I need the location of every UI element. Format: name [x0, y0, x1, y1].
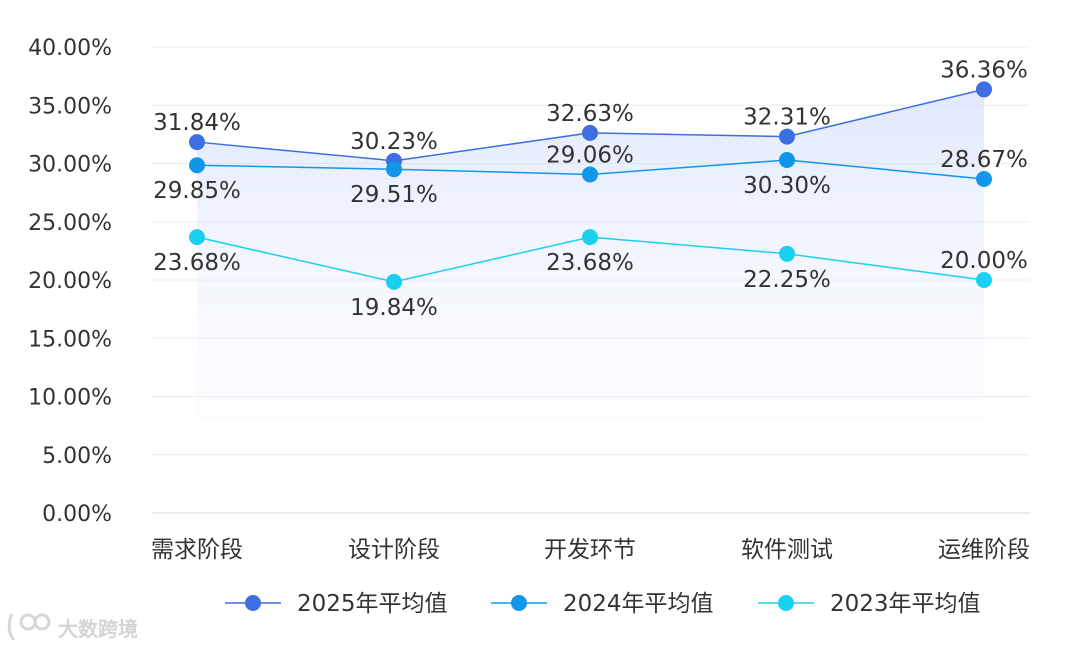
- data-label: 32.63%: [546, 101, 634, 127]
- y-tick-label: 20.00%: [28, 269, 112, 294]
- legend-label: 2024年平均值: [563, 591, 714, 617]
- y-tick-label: 15.00%: [28, 327, 112, 352]
- y-tick-label: 30.00%: [28, 153, 112, 178]
- axis-layer: 0.00% 5.00% 10.00% 15.00% 20.00% 25.00% 30.00%…: [28, 36, 1030, 563]
- data-label: 29.06%: [546, 142, 634, 168]
- data-label: 20.00%: [940, 248, 1028, 274]
- data-point[interactable]: [189, 229, 205, 246]
- y-tick-label: 0.00%: [42, 502, 112, 527]
- data-label: 23.68%: [546, 250, 634, 276]
- y-tick-label: 25.00%: [28, 211, 112, 236]
- data-point[interactable]: [582, 166, 598, 183]
- data-label: 29.51%: [350, 182, 438, 208]
- series-1: [189, 81, 992, 169]
- series-3: [189, 229, 992, 290]
- x-tick-label: 软件测试: [741, 537, 833, 563]
- data-label: 36.36%: [940, 57, 1028, 83]
- x-tick-label: 运维阶段: [938, 537, 1030, 563]
- y-tick-label: 10.00%: [28, 386, 112, 411]
- data-point[interactable]: [582, 124, 598, 141]
- y-tick-label: 40.00%: [28, 36, 112, 61]
- legend-item[interactable]: 2025年平均值: [225, 591, 448, 617]
- series-layer: [189, 81, 992, 290]
- x-tick-label: 开发环节: [544, 537, 636, 563]
- data-label: 32.31%: [743, 105, 831, 131]
- data-label: 28.67%: [940, 147, 1028, 173]
- data-point[interactable]: [779, 152, 795, 169]
- data-label: 29.85%: [153, 178, 241, 204]
- legend-label: 2025年平均值: [297, 591, 448, 617]
- data-point[interactable]: [386, 161, 402, 178]
- legend-item[interactable]: 2024年平均值: [491, 591, 714, 617]
- y-tick-label: 5.00%: [42, 444, 112, 469]
- data-label: 31.84%: [153, 110, 241, 136]
- watermark-logo-icon: [7, 613, 51, 642]
- x-tick-label: 设计阶段: [348, 537, 440, 563]
- watermark: 大数跨境: [7, 613, 138, 642]
- legend-item[interactable]: 2023年平均值: [758, 591, 981, 617]
- data-point[interactable]: [976, 272, 992, 288]
- data-label: 19.84%: [350, 295, 438, 321]
- legend-label: 2023年平均值: [830, 591, 981, 617]
- data-point[interactable]: [582, 229, 598, 246]
- watermark-text: 大数跨境: [58, 617, 138, 641]
- data-point[interactable]: [189, 157, 205, 174]
- legend-marker: [778, 595, 794, 611]
- data-label: 30.30%: [743, 173, 831, 199]
- data-point[interactable]: [779, 128, 795, 145]
- x-tick-label: 需求阶段: [151, 537, 243, 563]
- data-point[interactable]: [976, 170, 992, 187]
- data-point[interactable]: [386, 273, 402, 290]
- legend-marker: [511, 595, 527, 611]
- series-2: [189, 152, 992, 187]
- data-label: 30.23%: [350, 129, 438, 155]
- data-label: 23.68%: [153, 250, 241, 276]
- legend[interactable]: 2025年平均值 2024年平均值 2023年平均值: [225, 591, 981, 617]
- data-label: 22.25%: [743, 267, 831, 293]
- label-layer: 31.84% 30.23% 32.63% 32.31% 36.36% 29.85% 29.5…: [153, 57, 1028, 320]
- data-point[interactable]: [976, 81, 992, 98]
- data-point[interactable]: [779, 245, 795, 262]
- data-point[interactable]: [189, 134, 205, 151]
- y-tick-label: 35.00%: [28, 94, 112, 119]
- legend-marker: [245, 595, 261, 611]
